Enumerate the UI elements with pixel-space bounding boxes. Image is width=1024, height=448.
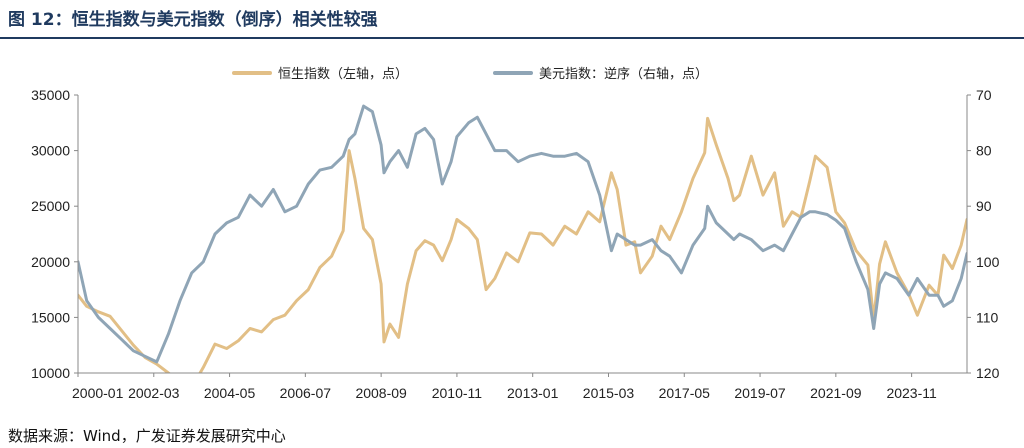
left-y-tick-label: 35000 [31,87,70,103]
x-tick-label: 2017-05 [659,385,711,401]
x-tick-label: 2023-11 [886,385,937,401]
legend-label-dxy: 美元指数：逆序（右轴，点） [539,67,709,82]
legend-swatch-hsi [232,70,272,75]
x-tick-label: 2021-09 [810,385,862,401]
dxy-series-line [78,104,967,364]
right-y-tick-label: 90 [976,198,992,214]
hsi-series-line [78,116,967,373]
left-y-tick-label: 15000 [31,309,70,325]
x-tick-label: 2013-01 [507,385,559,401]
x-tick-label: 2019-07 [734,385,786,401]
right-y-tick-label: 100 [976,254,1000,270]
x-tick-label: 2010-11 [432,385,483,401]
x-tick-label: 2008-09 [355,385,407,401]
chart-title: 图 12：恒生指数与美元指数（倒序）相关性较强 [8,10,378,30]
source-note: 数据来源：Wind，广发证券发展研究中心 [8,427,286,445]
left-y-tick-label: 30000 [31,143,70,159]
right-y-tick-label: 80 [976,143,992,159]
legend-label-hsi: 恒生指数（左轴，点） [278,67,409,82]
title-rule [0,37,1024,39]
left-y-tick-label: 10000 [31,365,70,381]
legend-item-hsi: 恒生指数（左轴，点） [232,63,408,82]
left-y-tick-label: 25000 [31,198,70,214]
legend-item-dxy: 美元指数：逆序（右轴，点） [493,63,708,82]
right-y-tick-label: 110 [976,309,999,325]
right-y-tick-label: 120 [976,365,1000,381]
x-tick-label: 2015-03 [583,385,635,401]
left-y-tick-label: 20000 [31,254,70,270]
legend-swatch-dxy [493,70,533,75]
right-y-tick-label: 70 [976,87,992,103]
x-tick-label: 2002-03 [128,385,180,401]
chart-legend: 恒生指数（左轴，点） 美元指数：逆序（右轴，点） [0,63,1024,83]
x-tick-label: 2004-05 [204,385,256,401]
x-tick-label: 2000-01 [72,385,124,401]
x-tick-label: 2006-07 [280,385,332,401]
